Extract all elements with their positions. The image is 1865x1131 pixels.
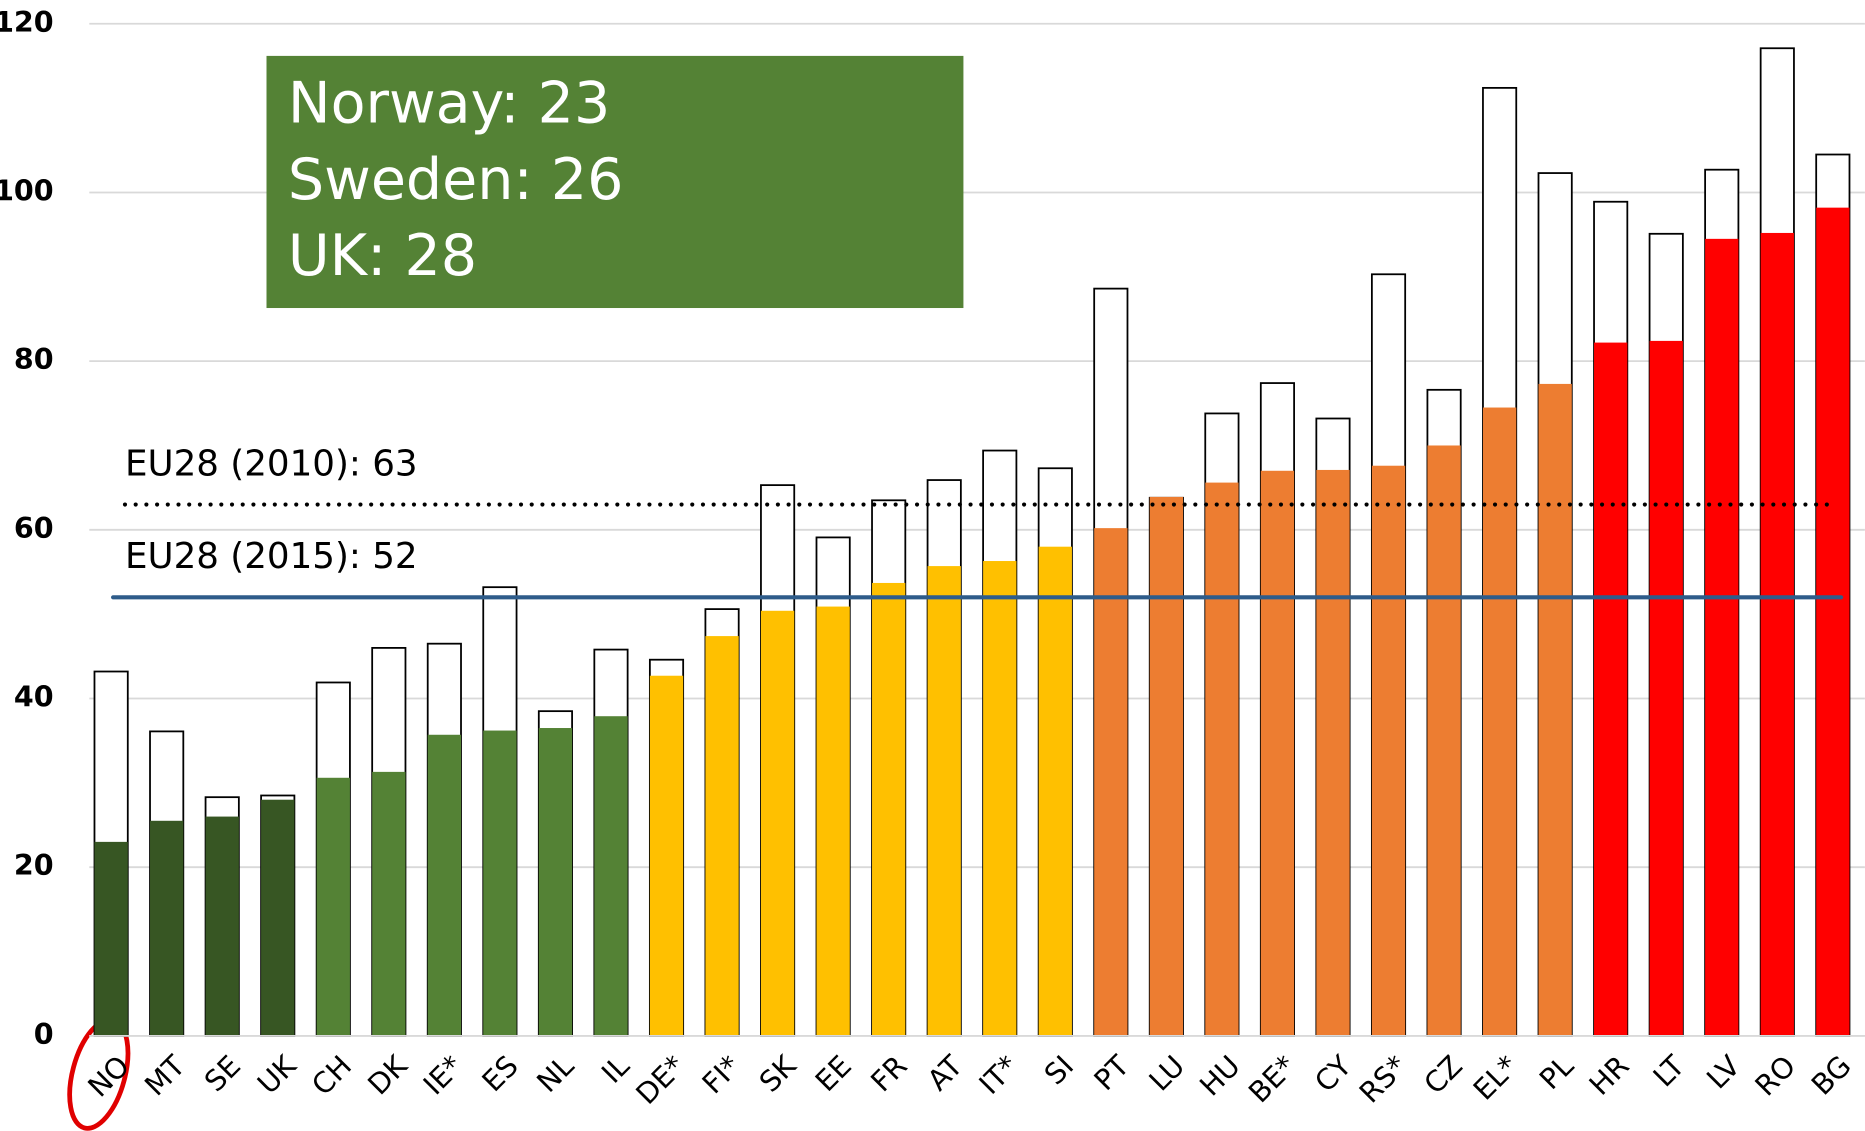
bar xyxy=(594,716,628,1036)
bar xyxy=(1094,528,1128,1036)
x-tick-label: RO xyxy=(1749,1049,1802,1102)
y-tick-label: 60 xyxy=(14,512,54,545)
x-tick-label: UK xyxy=(251,1048,303,1100)
x-tick-label: BE* xyxy=(1242,1049,1302,1109)
bar xyxy=(1316,469,1350,1036)
x-tick-label: IE* xyxy=(417,1049,469,1101)
bar xyxy=(1427,445,1461,1036)
y-tick-label: 80 xyxy=(14,343,54,376)
x-tick-label: BG xyxy=(1805,1049,1857,1101)
bar xyxy=(261,799,295,1036)
bar xyxy=(872,582,906,1036)
x-tick-label: LT xyxy=(1647,1049,1692,1094)
x-tick-label: SE xyxy=(198,1049,247,1098)
x-tick-label: FI* xyxy=(696,1049,747,1100)
x-tick-label: LV xyxy=(1700,1049,1746,1095)
bar xyxy=(1816,207,1850,1036)
bar xyxy=(1371,465,1406,1036)
y-tick-label: 40 xyxy=(14,681,54,714)
bar xyxy=(705,636,739,1036)
x-tick-label: SK xyxy=(753,1048,803,1098)
x-tick-label: PT xyxy=(1088,1049,1136,1097)
bar xyxy=(483,730,517,1036)
x-tick-label: MT xyxy=(138,1049,191,1102)
bar xyxy=(1038,546,1072,1036)
bar xyxy=(649,675,684,1036)
x-tick-label: CZ xyxy=(1418,1049,1469,1100)
bar xyxy=(205,816,239,1036)
x-tick-label: IT* xyxy=(973,1049,1025,1101)
annotation-text: Sweden: 26 xyxy=(288,147,624,213)
y-tick-label: 0 xyxy=(34,1018,54,1051)
x-tick-label: EL* xyxy=(1467,1049,1524,1106)
y-tick-label: 120 xyxy=(0,6,54,39)
bar xyxy=(372,771,406,1036)
bar xyxy=(927,566,961,1036)
x-tick-label: IL xyxy=(595,1049,636,1090)
annotation-text: Norway: 23 xyxy=(288,71,610,137)
x-tick-label: DE* xyxy=(630,1049,692,1111)
bar xyxy=(316,777,350,1036)
bar xyxy=(1260,470,1295,1036)
x-tick-label: RS* xyxy=(1353,1049,1413,1109)
bar xyxy=(150,820,184,1036)
x-tick-label: CH xyxy=(306,1049,359,1102)
x-tick-label: HU xyxy=(1194,1049,1247,1102)
x-tick-label: FR xyxy=(865,1049,914,1098)
x-tick-label: AT xyxy=(921,1049,969,1097)
x-tick-label: LU xyxy=(1143,1049,1191,1097)
bar xyxy=(1149,496,1184,1036)
bar xyxy=(1205,482,1239,1036)
x-tick-label: HR xyxy=(1583,1049,1636,1102)
bar xyxy=(427,734,462,1036)
x-tick-label: EE xyxy=(809,1049,858,1098)
bar xyxy=(94,841,128,1036)
bar xyxy=(816,606,850,1036)
x-tick-label: CY xyxy=(1308,1049,1358,1099)
bar xyxy=(760,610,795,1036)
bar xyxy=(1705,238,1739,1036)
x-tick-label: DK xyxy=(362,1048,415,1101)
x-tick-label: SI xyxy=(1038,1049,1080,1091)
bar xyxy=(538,728,573,1036)
y-tick-label: 20 xyxy=(14,849,54,882)
reference-label: EU28 (2010): 63 xyxy=(125,443,418,484)
x-tick-label: NL xyxy=(531,1049,581,1099)
bar xyxy=(1482,407,1517,1036)
x-tick-label: PL xyxy=(1533,1049,1580,1096)
reference-label: EU28 (2015): 52 xyxy=(125,536,418,577)
bar xyxy=(1649,340,1683,1036)
bar xyxy=(1760,232,1794,1036)
y-tick-label: 100 xyxy=(0,174,54,207)
bar xyxy=(1594,342,1628,1036)
annotation-box xyxy=(266,55,964,309)
bar xyxy=(1538,383,1572,1036)
annotation-text: UK: 28 xyxy=(288,223,477,289)
x-tick-label: ES xyxy=(476,1049,525,1098)
bar xyxy=(983,561,1017,1036)
